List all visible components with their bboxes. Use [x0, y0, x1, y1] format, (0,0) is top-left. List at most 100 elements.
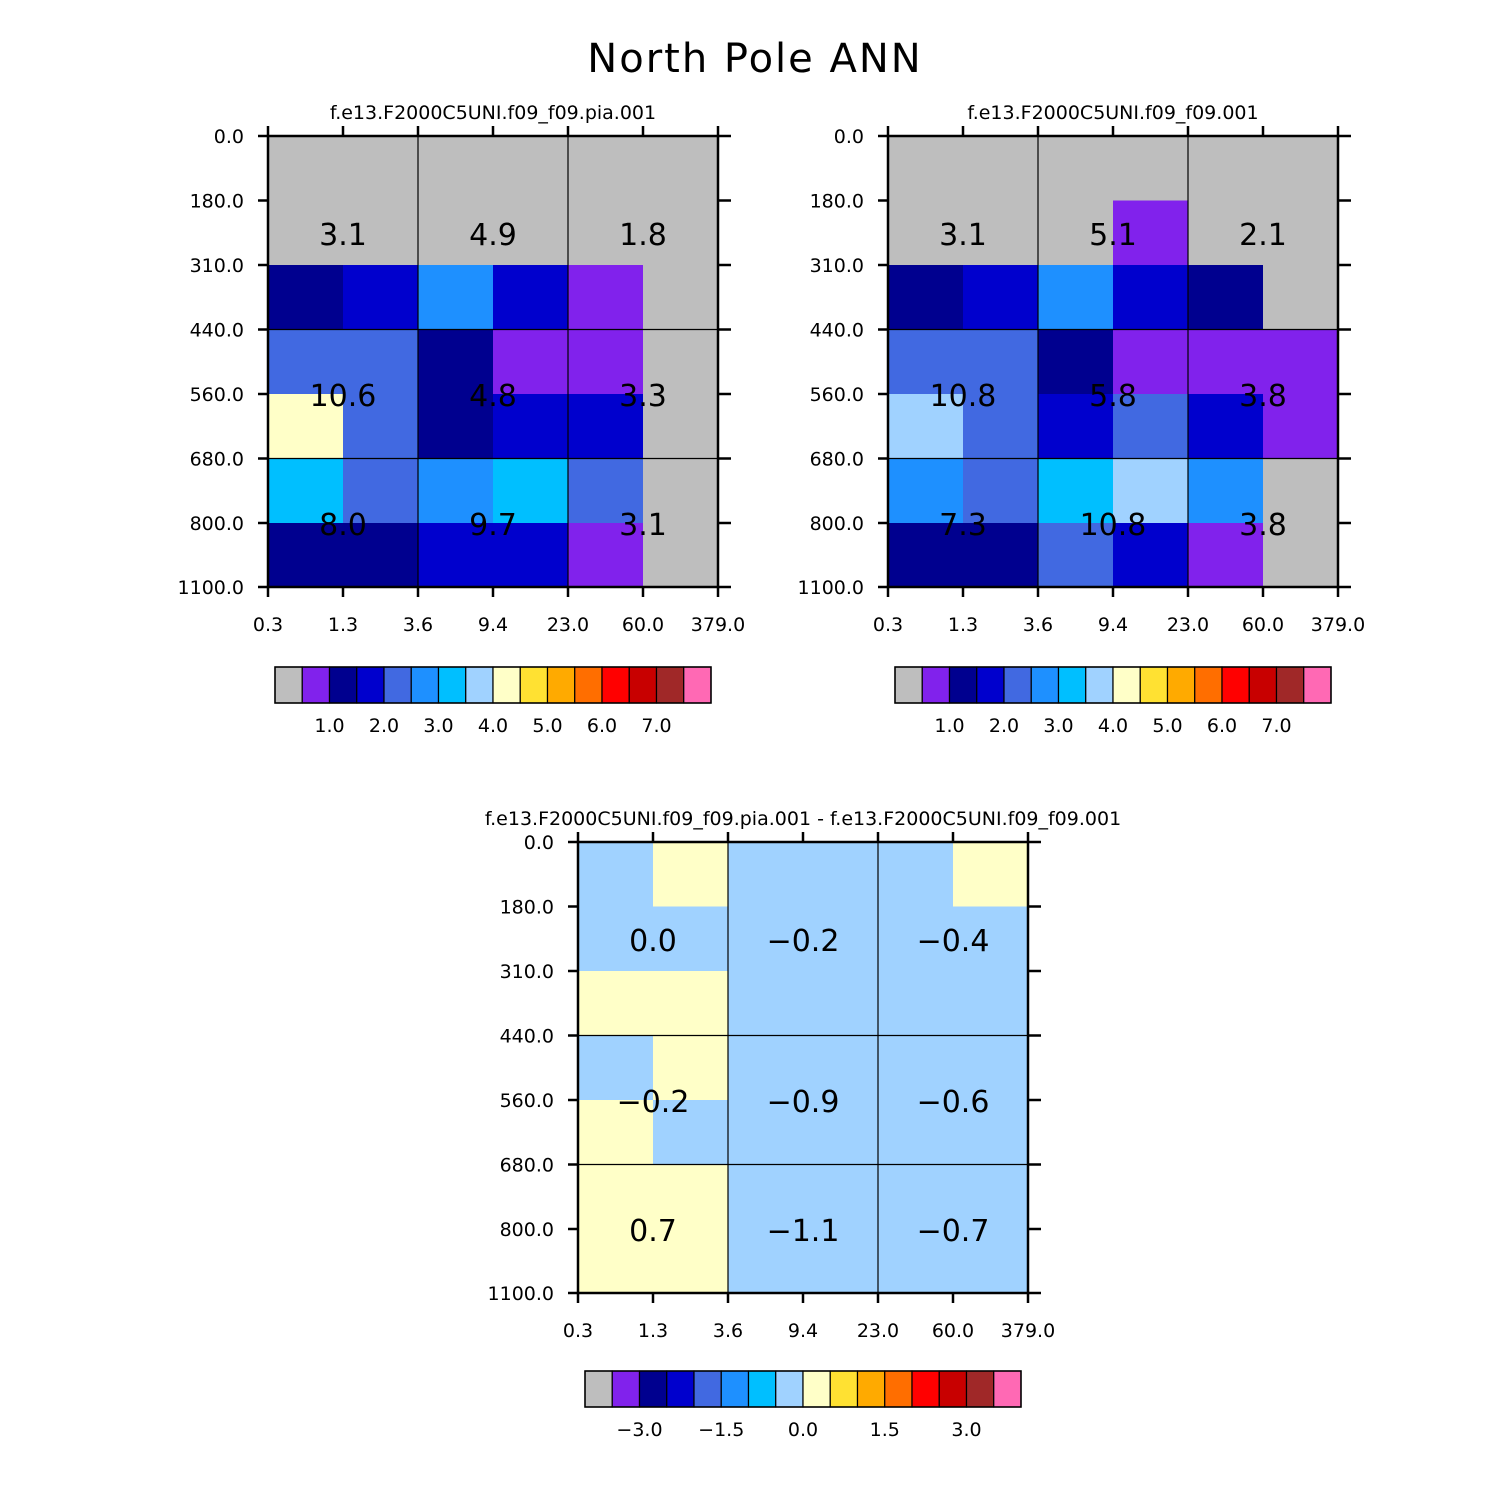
heatmap-cell	[493, 458, 569, 524]
panel-title: f.e13.F2000C5UNI.f09_f09.001	[967, 102, 1258, 124]
heatmap-cell	[803, 1164, 879, 1230]
block-value-label: 9.7	[469, 508, 517, 543]
x-tick-label: 379.0	[1311, 614, 1365, 636]
colorbar-swatch	[965, 1370, 995, 1408]
colorbar-label: 1.0	[934, 715, 964, 737]
heatmap-cell	[1038, 136, 1114, 201]
heatmap-cell	[643, 265, 719, 330]
block-value-label: −0.2	[767, 924, 840, 959]
colorbar-frame	[894, 666, 1332, 704]
x-tick-label: 3.6	[403, 614, 433, 636]
colorbar-swatch	[601, 666, 630, 704]
heatmap-cell	[728, 1229, 804, 1294]
block-value-label: 8.0	[319, 508, 367, 543]
heatmap-cell	[803, 971, 879, 1036]
colorbar-label: 2.0	[369, 715, 399, 737]
colorbar-frame	[274, 666, 712, 704]
colorbar-swatch	[1057, 666, 1087, 704]
heatmap-cell	[963, 200, 1039, 266]
heatmap-cell	[493, 329, 569, 395]
heatmap-cell	[1188, 200, 1264, 266]
block-value-label: 3.8	[1239, 379, 1287, 414]
heatmap-cell	[728, 906, 804, 972]
heatmap-cell	[343, 458, 419, 524]
x-tick-label: 3.6	[1023, 614, 1053, 636]
colorbar-swatch	[611, 1370, 641, 1408]
heatmap-cell	[568, 329, 644, 395]
colorbar-swatch	[437, 666, 467, 704]
heatmap-cell	[1113, 265, 1189, 330]
y-tick-label: 1100.0	[798, 577, 864, 599]
colorbar-swatch	[628, 666, 658, 704]
colorbar-swatch	[1275, 666, 1305, 704]
x-tick-label: 9.4	[478, 614, 508, 636]
colorbar-swatch	[410, 666, 440, 704]
y-tick-label: 1100.0	[178, 577, 244, 599]
colorbar-swatch	[1112, 666, 1141, 704]
y-tick-label: 680.0	[810, 449, 864, 471]
colorbar: 1.0 2.0 3.0 4.0 5.0 6.0 7.0	[274, 666, 712, 737]
heatmap-cell	[493, 523, 569, 588]
colorbar-swatch	[584, 1370, 613, 1408]
heatmap-cell	[803, 1035, 879, 1101]
x-tick-label: 1.3	[638, 1320, 668, 1342]
colorbar-label: 4.0	[1098, 715, 1128, 737]
panel-2: f.e13.F2000C5UNI.f09_f09.001 3.1 5.1 2.1 10.…	[798, 102, 1366, 737]
x-tick-label: 0.3	[253, 614, 283, 636]
colorbar-label: −3.0	[616, 1419, 662, 1441]
block-value-label: 0.7	[629, 1214, 677, 1249]
heatmap-cell	[1263, 329, 1339, 395]
colorbar-swatch	[856, 1370, 886, 1408]
heatmap-cell	[268, 394, 344, 459]
heatmap-cell	[878, 1229, 954, 1294]
colorbar-swatch	[1221, 666, 1250, 704]
colorbar-swatch	[747, 1370, 777, 1408]
heatmap-cell	[803, 842, 879, 907]
colorbar-swatch	[884, 1370, 913, 1408]
colorbar-swatch	[720, 1370, 750, 1408]
block-value-label: 5.1	[1089, 218, 1137, 253]
heatmap-cell	[568, 394, 644, 459]
x-tick-label: 23.0	[1167, 614, 1209, 636]
y-tick-label: 440.0	[810, 320, 864, 342]
heatmap-cell	[643, 523, 719, 588]
heatmap-cell	[643, 394, 719, 459]
colorbar-swatch	[666, 1370, 695, 1408]
colorbar-label: 0.0	[788, 1419, 818, 1441]
colorbar-label: 3.0	[1043, 715, 1073, 737]
heatmap-cell	[963, 523, 1039, 588]
heatmap-cell	[1263, 200, 1339, 266]
colorbar-swatch	[1166, 666, 1196, 704]
colorbar-label: 3.0	[951, 1419, 981, 1441]
heatmap-cell	[493, 265, 569, 330]
main-title: North Pole ANN	[587, 36, 922, 82]
colorbar-label: 1.0	[314, 715, 344, 737]
heatmap-cell	[268, 458, 344, 524]
heatmap-cell	[268, 136, 344, 201]
y-tick-label: 800.0	[500, 1219, 554, 1241]
heatmap-cell	[578, 1035, 654, 1101]
heatmap-cell	[878, 971, 954, 1036]
colorbar-swatch	[802, 1370, 831, 1408]
y-tick-label: 180.0	[500, 897, 554, 919]
heatmap-cell	[953, 842, 1029, 907]
colorbar-swatch	[1248, 666, 1278, 704]
colorbar-swatch	[492, 666, 521, 704]
heatmap-cell	[888, 394, 964, 459]
heatmap-cell	[728, 1100, 804, 1165]
heatmap-cell	[953, 906, 1029, 972]
heatmap-cell	[963, 265, 1039, 330]
colorbar-frame	[584, 1370, 1022, 1408]
colorbar-swatch	[911, 1370, 940, 1408]
colorbar-swatch	[894, 666, 923, 704]
y-tick-label: 310.0	[500, 961, 554, 983]
x-tick-label: 60.0	[622, 614, 664, 636]
heatmap-cell	[953, 1035, 1029, 1101]
colorbar-swatch	[1030, 666, 1060, 704]
heatmap-cell	[653, 1164, 729, 1230]
heatmap-cell	[418, 136, 494, 201]
block-value-label: −0.7	[917, 1214, 990, 1249]
heatmap-cell	[568, 265, 644, 330]
block-value-label: 3.8	[1239, 508, 1287, 543]
block-value-label: 2.1	[1239, 218, 1287, 253]
